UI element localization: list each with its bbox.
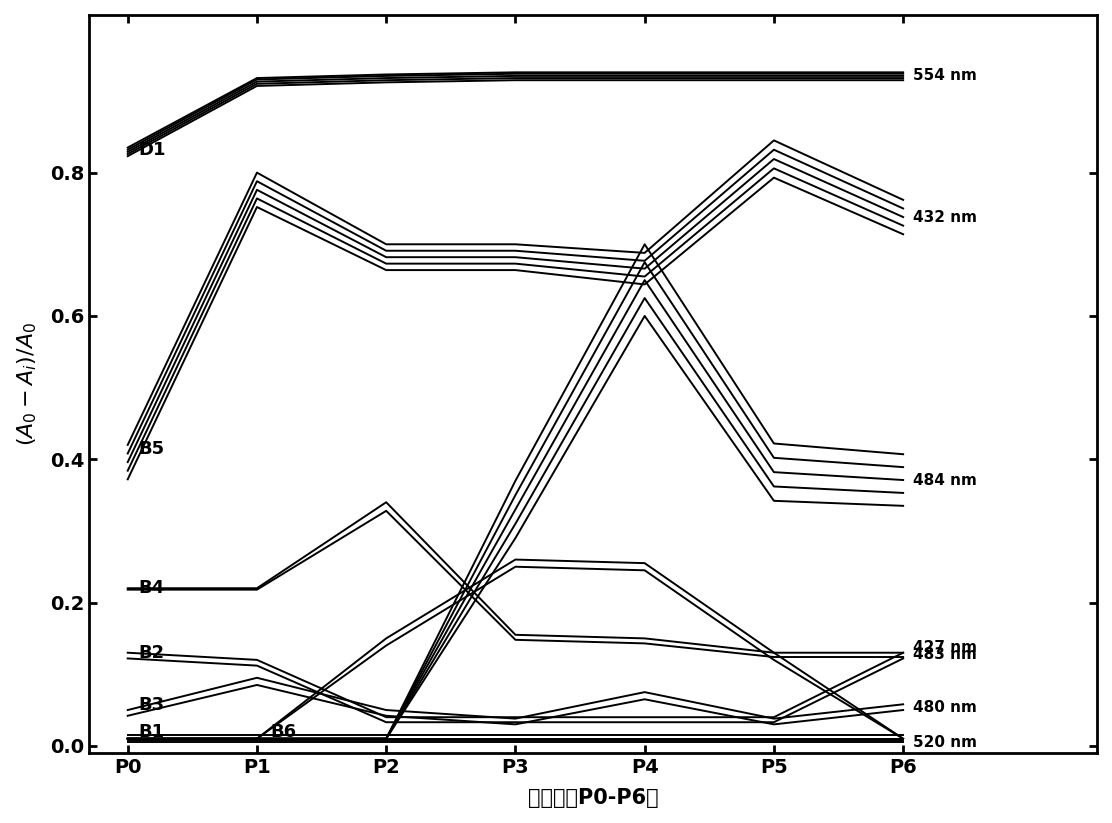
Text: 484 nm: 484 nm (913, 472, 977, 487)
Text: B5: B5 (138, 439, 165, 458)
Text: D1: D1 (138, 142, 166, 160)
Text: 427 nm: 427 nm (913, 640, 977, 655)
Text: 483 nm: 483 nm (913, 647, 977, 662)
Text: 432 nm: 432 nm (913, 210, 977, 225)
Text: 554 nm: 554 nm (913, 68, 977, 83)
Text: B4: B4 (138, 579, 165, 597)
Text: B2: B2 (138, 644, 165, 662)
Text: 480 nm: 480 nm (913, 700, 977, 715)
Y-axis label: $(A_0-A_i)/A_0$: $(A_0-A_i)/A_0$ (14, 322, 39, 446)
Text: B3: B3 (138, 696, 165, 714)
Text: B6: B6 (270, 723, 296, 741)
Text: B1: B1 (138, 723, 165, 741)
X-axis label: 聚合物（P0-P6）: 聚合物（P0-P6） (528, 788, 658, 808)
Text: 520 nm: 520 nm (913, 735, 977, 750)
